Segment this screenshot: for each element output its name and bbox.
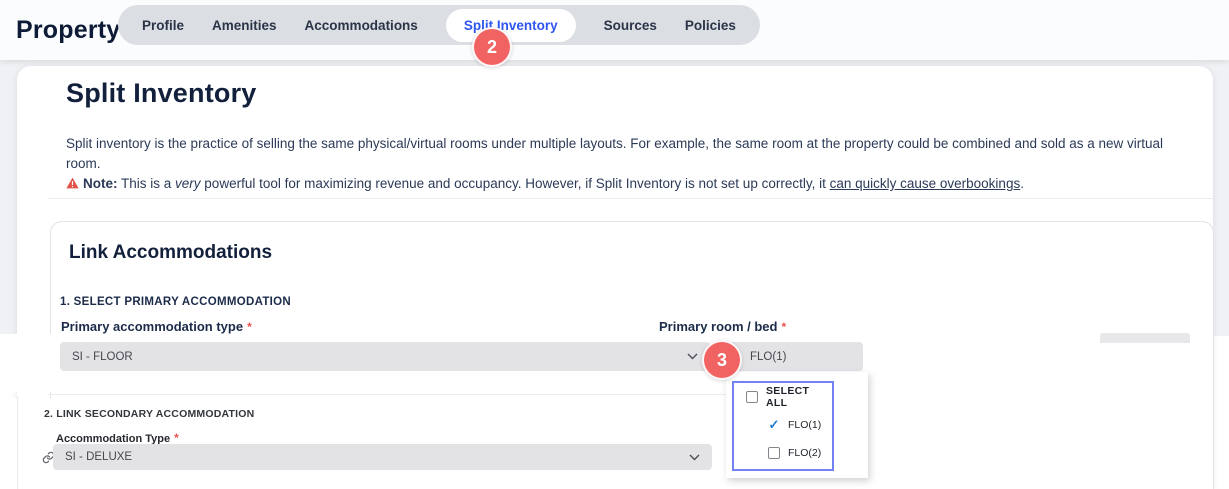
- required-asterisk: *: [781, 320, 787, 334]
- accommodation-type-label: Accommodation Type *: [56, 431, 179, 445]
- intro-line-1: Split inventory is the practice of selli…: [66, 136, 1164, 171]
- chevron-down-icon: [687, 353, 698, 360]
- note-body-pre: This is a: [117, 176, 176, 191]
- tab-split-inventory[interactable]: Split Inventory: [445, 8, 576, 42]
- step1-heading: 1. SELECT PRIMARY ACCOMMODATION: [60, 296, 292, 308]
- brand-title: Property: [16, 15, 121, 44]
- secondary-accommodation-type-value: SI - DELUXE: [65, 451, 133, 463]
- dropdown-option-label: FLO(2): [788, 447, 822, 459]
- select-all-option[interactable]: SELECT ALL: [734, 383, 832, 411]
- flo2-checkbox[interactable]: [768, 447, 780, 459]
- note-emphasis: very: [175, 176, 201, 191]
- primary-accommodation-type-label: Primary accommodation type *: [61, 319, 252, 334]
- note-suffix: .: [1020, 176, 1024, 191]
- tab-accommodations[interactable]: Accommodations: [304, 17, 418, 33]
- secondary-accommodation-type-select[interactable]: SI - DELUXE: [53, 444, 712, 470]
- primary-accommodation-type-value: SI - FLOOR: [72, 350, 133, 363]
- step2-section: [0, 398, 724, 489]
- background-select-sliver: [1100, 333, 1190, 343]
- property-tab-bar: Profile Amenities Accommodations Split I…: [118, 5, 760, 45]
- top-header: Property Profile Amenities Accommodation…: [0, 0, 1229, 60]
- tab-amenities[interactable]: Amenities: [212, 17, 277, 33]
- card-title: Link Accommodations: [69, 242, 273, 263]
- intro-note-line: Note: This is a very powerful tool for m…: [66, 174, 1196, 195]
- panel-left-hairline: [17, 396, 18, 489]
- checkmark-icon: ✓: [768, 417, 780, 432]
- section-divider: [48, 198, 1213, 199]
- tab-profile[interactable]: Profile: [142, 17, 185, 33]
- chevron-down-icon: [689, 454, 700, 461]
- annotation-badge-2: 2: [472, 27, 512, 67]
- tab-sources[interactable]: Sources: [603, 17, 657, 33]
- accommodation-type-label-text: Accommodation Type: [56, 433, 171, 445]
- room-bed-dropdown: SELECT ALL ✓ FLO(1) FLO(2): [732, 381, 834, 471]
- select-all-label: SELECT ALL: [766, 385, 810, 409]
- warning-triangle-icon: [66, 175, 79, 195]
- step2-heading: 2. LINK SECONDARY ACCOMMODATION: [44, 408, 255, 420]
- primary-accommodation-type-label-text: Primary accommodation type: [61, 319, 244, 334]
- dropdown-option-flo2[interactable]: FLO(2): [734, 439, 832, 467]
- dropdown-option-label: FLO(1): [788, 419, 822, 431]
- primary-room-bed-value: FLO(1): [750, 350, 787, 363]
- annotation-badge-3: 3: [702, 340, 742, 380]
- note-label: Note:: [83, 176, 118, 191]
- overbookings-link[interactable]: can quickly cause overbookings: [829, 176, 1021, 191]
- primary-accommodation-type-select[interactable]: SI - FLOOR: [60, 342, 710, 371]
- primary-room-bed-label-text: Primary room / bed: [659, 319, 778, 334]
- dropdown-option-flo1[interactable]: ✓ FLO(1): [734, 411, 832, 439]
- primary-room-bed-label: Primary room / bed *: [659, 319, 786, 334]
- select-all-checkbox[interactable]: [746, 391, 758, 403]
- intro-text: Split inventory is the practice of selli…: [66, 134, 1196, 195]
- required-asterisk: *: [174, 431, 179, 445]
- note-body-mid: powerful tool for maximizing revenue and…: [200, 176, 830, 191]
- step-divider: [48, 394, 728, 395]
- tab-policies[interactable]: Policies: [684, 17, 736, 33]
- page-title: Split Inventory: [66, 78, 257, 108]
- required-asterisk: *: [247, 320, 252, 334]
